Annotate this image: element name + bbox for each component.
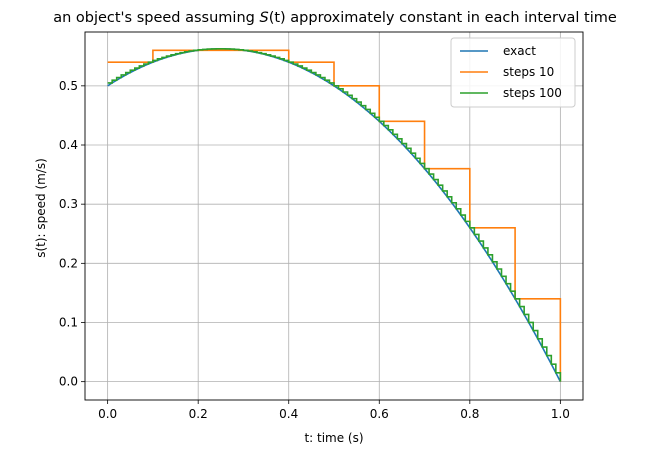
y-tick-label: 0.1 — [59, 315, 78, 329]
y-tick-label: 0.0 — [59, 375, 78, 389]
grid — [85, 32, 583, 400]
legend-label-steps-10: steps 10 — [503, 65, 554, 79]
y-tick-label: 0.4 — [59, 138, 78, 152]
legend-frame — [450, 37, 576, 108]
legend-label-exact: exact — [503, 44, 536, 58]
legend: exact steps 10 steps 100 — [450, 37, 576, 108]
legend-label-steps-100: steps 100 — [503, 86, 562, 100]
x-tick-label: 1.0 — [551, 407, 570, 421]
y-axis-label: s(t): speed (m/s) — [34, 158, 48, 258]
y-tick-label: 0.3 — [59, 197, 78, 211]
series-steps-100 — [107, 48, 562, 382]
x-axis-label: t: time (s) — [304, 431, 363, 445]
axis-ticks: 0.0 0.2 0.4 0.6 0.8 1.0 0.0 0.1 0.2 0.3 0.4 0.5 — [59, 79, 570, 421]
plot-frame — [84, 31, 584, 401]
x-tick-label: 0.2 — [189, 407, 208, 421]
chart-title: an object's speed assuming S(t) approxim… — [53, 10, 617, 26]
x-tick-label: 0.6 — [370, 407, 389, 421]
x-tick-label: 0.8 — [460, 407, 479, 421]
y-tick-label: 0.2 — [59, 256, 78, 270]
y-tick-label: 0.5 — [59, 79, 78, 93]
plot-lines — [107, 48, 562, 383]
x-tick-label: 0.0 — [98, 407, 117, 421]
x-tick-label: 0.4 — [279, 407, 298, 421]
